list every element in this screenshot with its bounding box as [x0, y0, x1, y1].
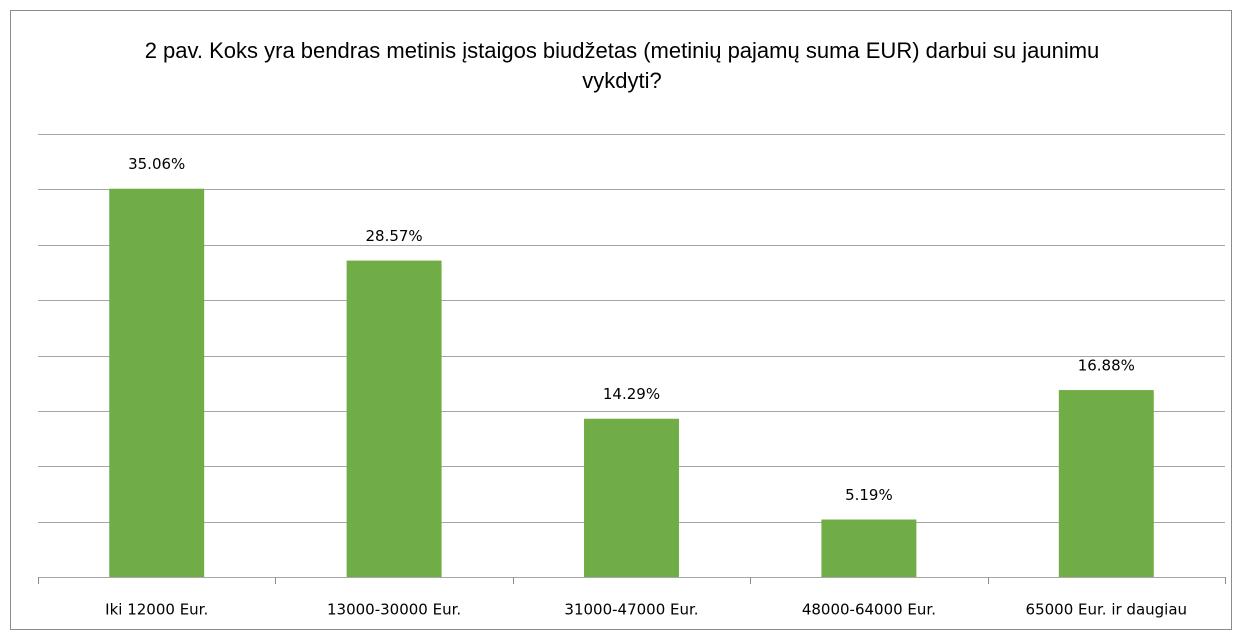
bar [346, 260, 442, 577]
bar [821, 519, 917, 577]
bar [584, 418, 679, 577]
bar [1058, 390, 1154, 577]
x-tick-label: 31000-47000 Eur. [564, 601, 698, 619]
x-tick-label: Iki 12000 Eur. [105, 601, 208, 619]
x-tick-label: 13000-30000 Eur. [327, 601, 461, 619]
bar [109, 188, 205, 577]
data-label: 16.88% [1078, 357, 1135, 375]
x-tick-label: 48000-64000 Eur. [802, 601, 936, 619]
data-label: 5.19% [845, 486, 893, 504]
data-label: 14.29% [603, 385, 660, 403]
data-label: 28.57% [365, 227, 422, 245]
data-label: 35.06% [128, 155, 185, 173]
chart-title: 2 pav. Koks yra bendras metinis įstaigos… [144, 38, 1100, 93]
x-tick-label: 65000 Eur. ir daugiau [1026, 601, 1188, 619]
